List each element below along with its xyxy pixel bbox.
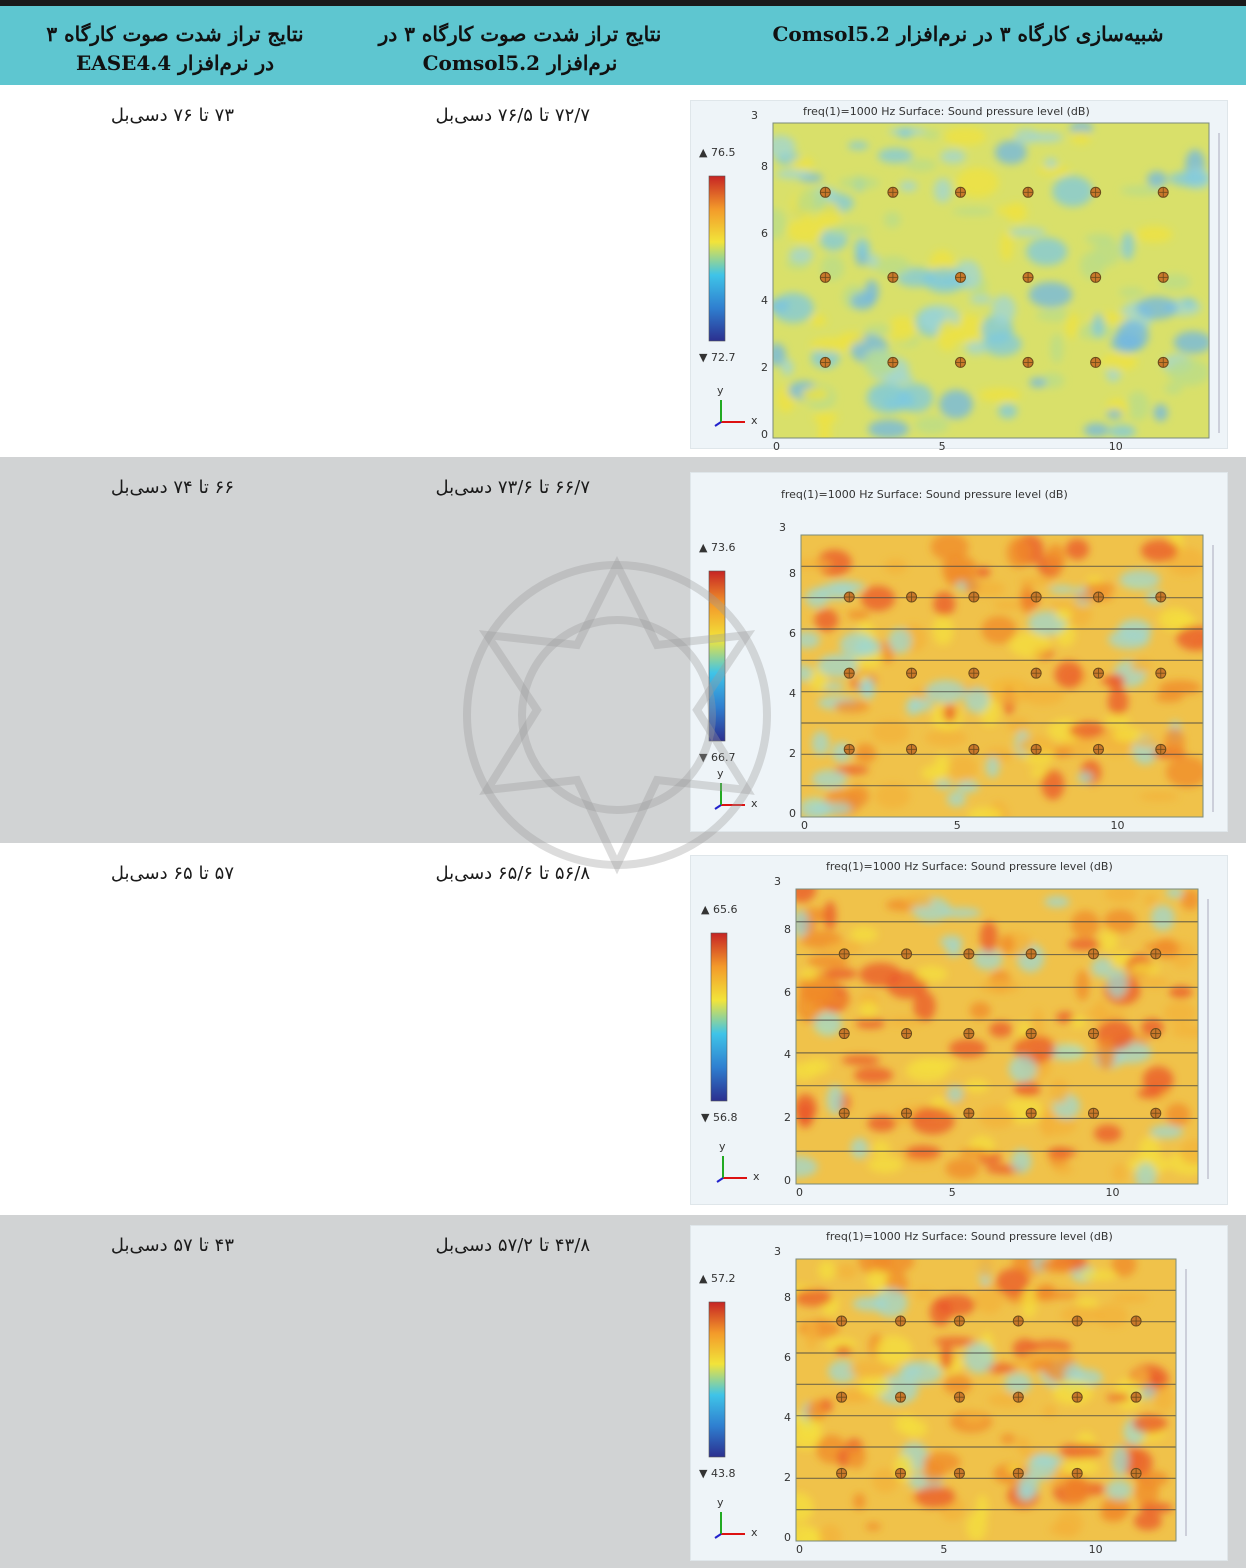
table-row: ۵۷ تا ۶۵ دسی‌بل ۵۶/۸ تا ۶۵/۶ دسی‌بل freq… — [0, 843, 1246, 1215]
y-tick-label: 3 — [751, 109, 758, 122]
y-tick-label: 6 — [784, 1351, 791, 1364]
header-comsol-line2: نرم‌افزار Comsol5.2 — [422, 51, 618, 75]
y-tick-label: 2 — [784, 1471, 791, 1484]
axis-label-y: y — [717, 384, 724, 397]
y-tick-label: 8 — [784, 922, 791, 936]
colorbar-min-label: ▼ 72.7 — [699, 351, 736, 364]
y-tick-label: 4 — [784, 1048, 791, 1062]
y-tick-label: 2 — [761, 360, 768, 374]
top-rule — [0, 0, 1246, 6]
header-comsol-line1: نتایج تراز شدت صوت کارگاه ۳ در — [378, 22, 662, 46]
plot-title: freq(1)=1000 Hz Surface: Sound pressure … — [781, 488, 1068, 501]
y-tick-label: 0 — [789, 807, 796, 820]
y-tick-label: 8 — [761, 159, 768, 173]
plot-canvas — [710, 888, 1209, 1185]
colorbar-min-label: ▼ 56.8 — [701, 1111, 738, 1124]
x-tick-label: 10 — [1110, 819, 1125, 832]
y-tick-label: 6 — [761, 226, 768, 240]
colorbar-max-label: ▲ 57.2 — [699, 1272, 736, 1285]
x-tick-label: 5 — [938, 440, 946, 453]
ease-result: ۷۳ تا ۷۶ دسی‌بل — [110, 105, 234, 126]
header-simulation: شبیه‌سازی کارگاه ۳ در نرم‌افزار Comsol5.… — [690, 6, 1246, 85]
axis-label-y: y — [717, 767, 724, 780]
colorbar — [708, 1301, 726, 1458]
y-tick-label: 4 — [761, 293, 768, 307]
sound-pressure-plot: freq(1)=1000 Hz Surface: Sound pressure … — [690, 100, 1228, 453]
y-tick-label: 4 — [784, 1411, 791, 1424]
y-tick-label: 8 — [789, 567, 796, 580]
x-tick-label: 10 — [1108, 440, 1123, 453]
sound-pressure-plot: freq(1)=1000 Hz Surface: Sound pressure … — [690, 855, 1228, 1205]
ease-result: ۵۷ تا ۶۵ دسی‌بل — [110, 863, 234, 884]
x-tick-label: 5 — [948, 1186, 956, 1199]
colorbar-max-label: ▲ 73.6 — [699, 541, 736, 554]
y-tick-label: 3 — [779, 521, 786, 534]
y-tick-label: 0 — [784, 1174, 791, 1187]
table-row: ۷۳ تا ۷۶ دسی‌بل ۷۲/۷ تا ۷۶/۵ دسی‌بل freq… — [0, 85, 1246, 457]
axis-label-y: y — [717, 1496, 724, 1509]
comsol-result: ۴۳/۸ تا ۵۷/۲ دسی‌بل — [435, 1235, 590, 1256]
header-ease-line1: نتایج تراز شدت صوت کارگاه ۳ — [46, 22, 304, 46]
x-tick-label: 0 — [801, 819, 808, 832]
x-tick-label: 10 — [1105, 1186, 1120, 1199]
comsol-result: ۶۶/۷ تا ۷۳/۶ دسی‌بل — [435, 477, 590, 498]
y-tick-label: 6 — [784, 985, 791, 999]
y-tick-label: 8 — [784, 1291, 791, 1304]
y-tick-label: 2 — [789, 747, 796, 760]
axis-label-x: x — [751, 1526, 758, 1539]
comsol-result: ۵۶/۸ تا ۶۵/۶ دسی‌بل — [435, 863, 590, 884]
y-tick-label: 6 — [789, 627, 796, 640]
y-tick-label: 0 — [761, 428, 768, 441]
header-simulation-text: شبیه‌سازی کارگاه ۳ در نرم‌افزار Comsol5.… — [772, 22, 1164, 46]
axis-label-x: x — [751, 797, 758, 810]
x-tick-label: 5 — [940, 1543, 948, 1556]
x-tick-label: 0 — [796, 1543, 803, 1556]
plot-title: freq(1)=1000 Hz Surface: Sound pressure … — [826, 860, 1113, 873]
plot-canvas — [708, 534, 1214, 818]
colorbar-min-label: ▼ 66.7 — [699, 751, 736, 764]
plot-canvas — [708, 122, 1220, 439]
x-tick-label: 10 — [1088, 1543, 1103, 1556]
axis-label-x: x — [753, 1170, 760, 1183]
colorbar-min-label: ▼ 43.8 — [699, 1467, 736, 1480]
x-tick-label: 5 — [953, 819, 961, 832]
axis-label-x: x — [751, 414, 758, 427]
comsol-result: ۷۲/۷ تا ۷۶/۵ دسی‌بل — [435, 105, 590, 126]
sound-pressure-plot: freq(1)=1000 Hz Surface: Sound pressure … — [690, 472, 1228, 832]
table-row: ۶۶ تا ۷۴ دسی‌بل ۶۶/۷ تا ۷۳/۶ دسی‌بل freq… — [0, 457, 1246, 843]
y-tick-label: 4 — [789, 687, 796, 700]
table-row: ۴۳ تا ۵۷ دسی‌بل ۴۳/۸ تا ۵۷/۲ دسی‌بل freq… — [0, 1215, 1246, 1568]
header-comsol-results: نتایج تراز شدت صوت کارگاه ۳ در نرم‌افزار… — [350, 6, 690, 85]
y-tick-label: 3 — [774, 1245, 781, 1258]
ease-result: ۶۶ تا ۷۴ دسی‌بل — [110, 477, 234, 498]
x-tick-label: 0 — [773, 440, 780, 453]
sound-pressure-plot: freq(1)=1000 Hz Surface: Sound pressure … — [690, 1225, 1228, 1561]
y-tick-label: 2 — [784, 1111, 791, 1125]
colorbar — [710, 932, 728, 1102]
ease-result: ۴۳ تا ۵۷ دسی‌بل — [110, 1235, 234, 1256]
y-tick-label: 3 — [774, 875, 781, 888]
x-tick-label: 0 — [796, 1186, 803, 1199]
axis-label-y: y — [719, 1140, 726, 1153]
table-header: شبیه‌سازی کارگاه ۳ در نرم‌افزار Comsol5.… — [0, 6, 1246, 85]
colorbar-max-label: ▲ 76.5 — [699, 146, 736, 159]
plot-title: freq(1)=1000 Hz Surface: Sound pressure … — [826, 1230, 1113, 1243]
colorbar-max-label: ▲ 65.6 — [701, 903, 738, 916]
plot-title: freq(1)=1000 Hz Surface: Sound pressure … — [803, 105, 1090, 118]
colorbar — [708, 570, 726, 742]
y-tick-label: 0 — [784, 1531, 791, 1544]
header-ease-line2: در نرم‌افزار EASE4.4 — [75, 51, 275, 75]
colorbar — [708, 175, 726, 342]
plot-canvas — [708, 1258, 1187, 1542]
header-ease-results: نتایج تراز شدت صوت کارگاه ۳ در نرم‌افزار… — [0, 6, 350, 85]
